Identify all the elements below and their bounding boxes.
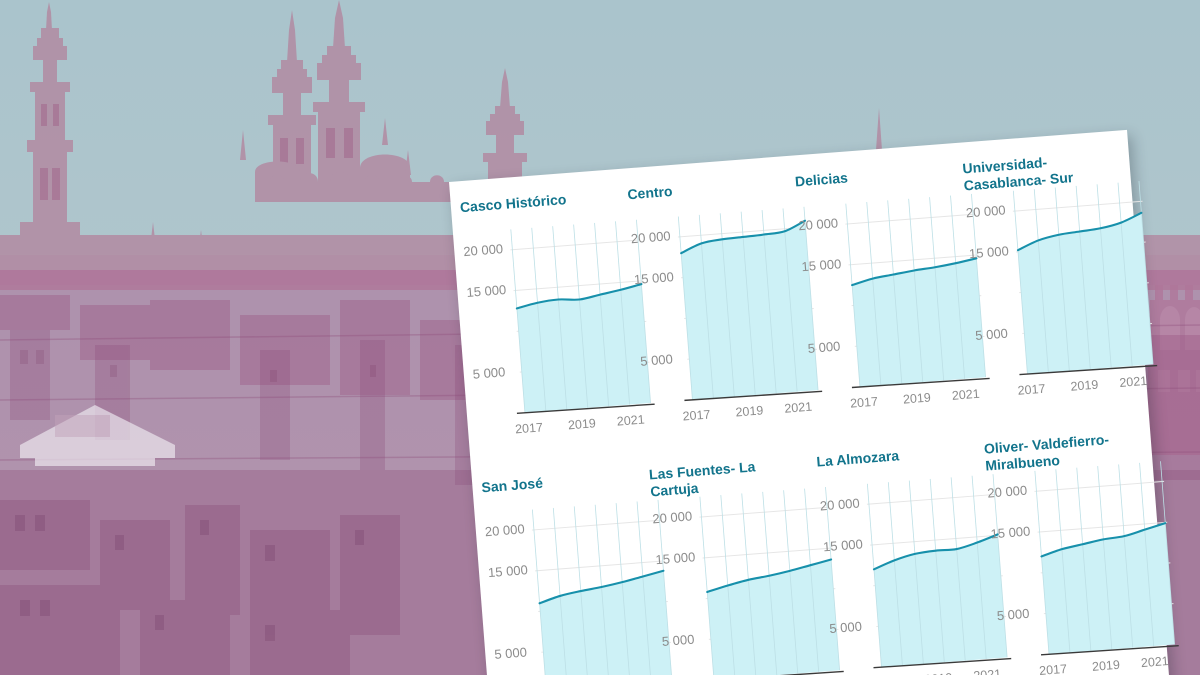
svg-text:2021: 2021 — [784, 400, 813, 416]
svg-text:2019: 2019 — [735, 403, 764, 419]
svg-text:2017: 2017 — [850, 395, 879, 411]
svg-text:2019: 2019 — [567, 416, 596, 432]
svg-text:2019: 2019 — [924, 671, 953, 675]
svg-text:2021: 2021 — [1119, 374, 1148, 390]
svg-text:2021: 2021 — [973, 667, 1002, 675]
svg-text:2017: 2017 — [682, 407, 711, 423]
svg-text:2017: 2017 — [515, 420, 544, 436]
svg-text:2021: 2021 — [951, 387, 980, 403]
svg-text:2019: 2019 — [1092, 658, 1121, 674]
svg-text:2019: 2019 — [1070, 378, 1099, 394]
svg-text:2017: 2017 — [1017, 382, 1046, 398]
svg-text:2021: 2021 — [616, 413, 645, 429]
svg-text:2019: 2019 — [902, 390, 931, 406]
svg-text:2021: 2021 — [1140, 654, 1169, 670]
svg-text:2017: 2017 — [1039, 662, 1068, 675]
